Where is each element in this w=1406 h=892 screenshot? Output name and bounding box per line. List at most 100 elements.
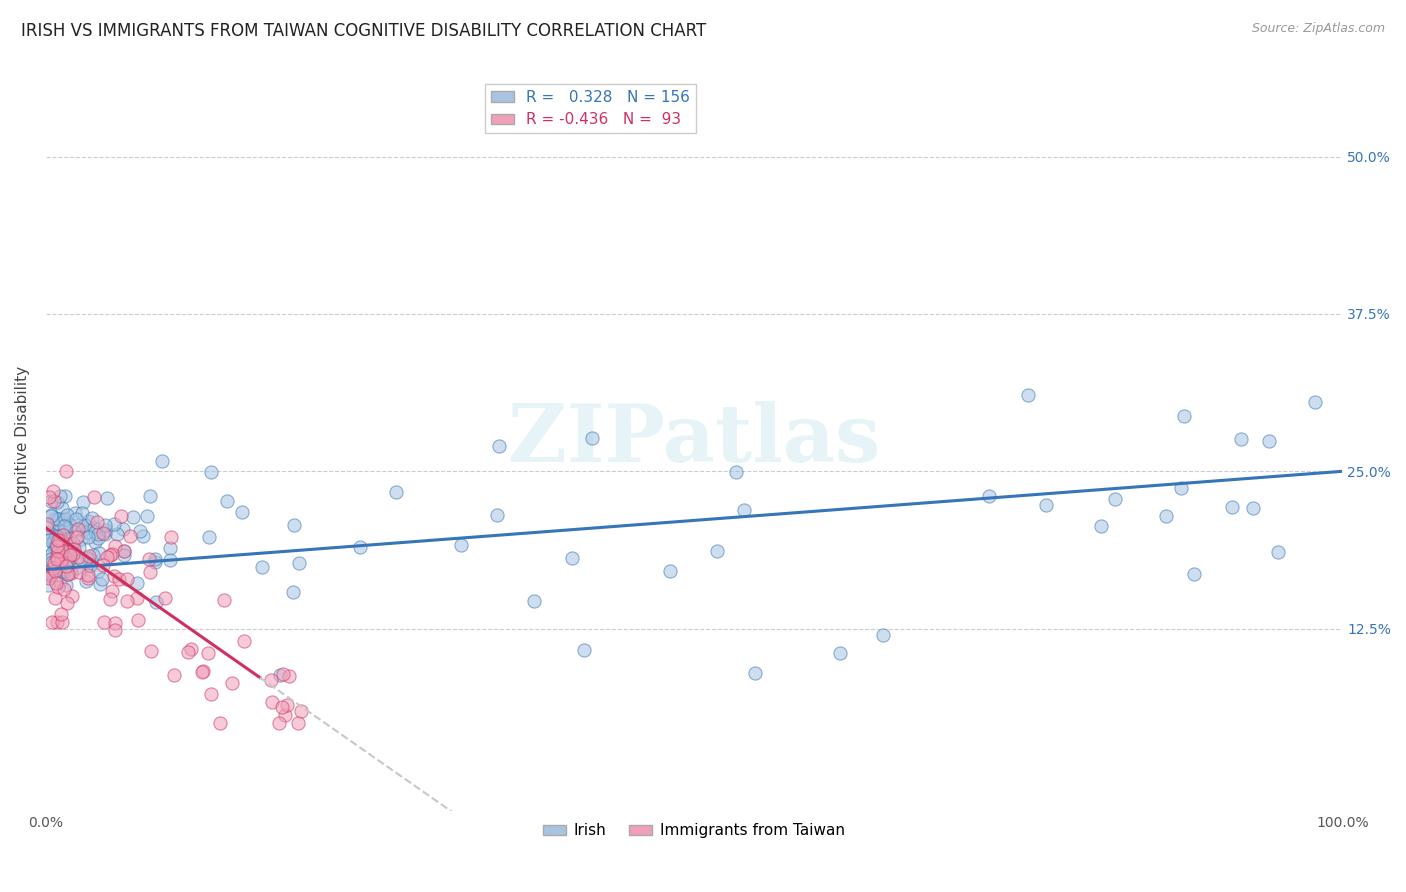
Point <box>1154 508 1177 523</box>
Point <box>176 645 198 659</box>
Legend: Irish, Immigrants from Taiwan: Irish, Immigrants from Taiwan <box>537 817 851 845</box>
Point <box>385 485 408 500</box>
Point <box>45 524 67 539</box>
Point <box>62 545 84 559</box>
Point <box>41 555 63 569</box>
Point <box>488 439 510 453</box>
Point <box>277 669 299 683</box>
Point <box>1173 409 1195 423</box>
Point <box>159 553 181 567</box>
Point <box>41 615 63 630</box>
Text: Source: ZipAtlas.com: Source: ZipAtlas.com <box>1251 22 1385 36</box>
Point <box>63 506 86 520</box>
Point <box>1243 501 1265 516</box>
Point <box>52 536 75 550</box>
Point <box>153 591 176 605</box>
Point <box>46 615 69 630</box>
Point <box>77 530 100 544</box>
Point <box>572 643 595 657</box>
Text: IRISH VS IMMIGRANTS FROM TAIWAN COGNITIVE DISABILITY CORRELATION CHART: IRISH VS IMMIGRANTS FROM TAIWAN COGNITIV… <box>21 22 706 40</box>
Point <box>104 623 127 637</box>
Point <box>42 483 65 498</box>
Point <box>98 592 121 607</box>
Point <box>82 510 104 524</box>
Point <box>260 695 283 709</box>
Point <box>46 494 69 508</box>
Point <box>67 565 90 579</box>
Point <box>267 716 290 731</box>
Point <box>46 551 69 566</box>
Point <box>56 525 79 540</box>
Point <box>1017 387 1039 401</box>
Point <box>86 564 108 578</box>
Point <box>830 646 852 660</box>
Point <box>232 633 254 648</box>
Point <box>39 508 62 523</box>
Point <box>121 509 143 524</box>
Point <box>103 539 125 553</box>
Point <box>485 508 508 523</box>
Point <box>1267 544 1289 558</box>
Point <box>733 503 755 517</box>
Point <box>1230 432 1253 446</box>
Point <box>55 559 77 574</box>
Point <box>60 543 83 558</box>
Point <box>76 514 98 528</box>
Point <box>281 585 304 599</box>
Point <box>76 550 98 565</box>
Point <box>45 540 67 554</box>
Point <box>52 540 75 554</box>
Point <box>37 524 59 539</box>
Point <box>112 548 135 562</box>
Point <box>42 535 65 549</box>
Point <box>221 676 243 690</box>
Point <box>91 558 114 572</box>
Point <box>581 431 603 445</box>
Point <box>141 644 163 658</box>
Point <box>51 607 73 621</box>
Point <box>44 564 66 578</box>
Point <box>44 591 66 606</box>
Point <box>37 568 59 582</box>
Point <box>55 526 77 541</box>
Point <box>105 526 128 541</box>
Point <box>89 577 111 591</box>
Point <box>80 552 103 566</box>
Point <box>59 549 82 563</box>
Point <box>67 550 90 565</box>
Point <box>290 704 312 718</box>
Point <box>93 615 115 630</box>
Point <box>139 489 162 503</box>
Point <box>138 552 160 566</box>
Point <box>48 535 70 549</box>
Point <box>48 529 70 543</box>
Point <box>66 530 89 544</box>
Point <box>44 533 66 547</box>
Point <box>53 490 76 504</box>
Point <box>55 558 77 572</box>
Point <box>49 564 72 578</box>
Point <box>37 565 59 579</box>
Point <box>38 533 60 548</box>
Point <box>69 532 91 546</box>
Point <box>38 490 60 504</box>
Point <box>104 615 127 630</box>
Point <box>110 509 132 524</box>
Point <box>55 544 77 558</box>
Point <box>46 580 69 594</box>
Point <box>49 490 72 504</box>
Point <box>59 542 82 557</box>
Point <box>208 716 231 731</box>
Point <box>86 527 108 541</box>
Point <box>69 552 91 566</box>
Point <box>72 494 94 508</box>
Point <box>125 575 148 590</box>
Point <box>191 665 214 680</box>
Point <box>67 540 90 554</box>
Point <box>56 552 79 566</box>
Point <box>212 593 235 607</box>
Point <box>91 526 114 541</box>
Point <box>59 538 82 552</box>
Point <box>1104 492 1126 507</box>
Point <box>41 545 63 559</box>
